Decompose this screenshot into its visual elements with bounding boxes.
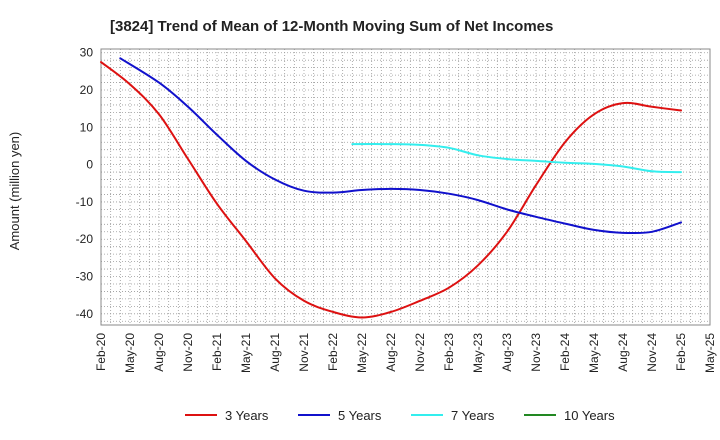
legend-label-7-years: 7 Years xyxy=(451,408,495,423)
x-tick-label: Aug-22 xyxy=(384,333,398,372)
x-tick-label: May-22 xyxy=(355,333,369,373)
x-tick-label: May-20 xyxy=(123,333,137,373)
y-tick-label: 0 xyxy=(86,158,93,172)
x-tick-labels: Feb-20 May-20 Aug-20 Nov-20 Feb-21 May-21 Aug-… xyxy=(94,333,717,373)
x-tick-label: Feb-20 xyxy=(94,333,108,371)
x-tick-label: Aug-24 xyxy=(616,333,630,372)
legend-label-10-years: 10 Years xyxy=(564,408,615,423)
series-layer xyxy=(100,57,682,319)
x-tick-label: Feb-24 xyxy=(558,333,572,371)
x-tick-label: May-23 xyxy=(471,333,485,373)
legend-label-3-years: 3 Years xyxy=(225,408,269,423)
x-tick-label: Nov-24 xyxy=(645,333,659,372)
x-tick-label: Aug-23 xyxy=(500,333,514,372)
y-tick-label: -30 xyxy=(76,270,94,284)
series-line-5-years xyxy=(119,57,682,235)
x-tick-label: Aug-20 xyxy=(152,333,166,372)
x-tick-label: Nov-23 xyxy=(529,333,543,372)
x-tick-label: Feb-25 xyxy=(674,333,688,371)
y-tick-label: 30 xyxy=(80,46,94,60)
x-tick-label: May-24 xyxy=(587,333,601,373)
x-tick-label: May-25 xyxy=(703,333,717,373)
y-tick-labels: 30 20 10 0 -10 -20 -30 -40 xyxy=(76,46,94,321)
grid-layer xyxy=(100,49,711,325)
x-tick-label: Feb-22 xyxy=(326,333,340,371)
plot-frame xyxy=(100,48,711,326)
y-axis-label: Amount (million yen) xyxy=(7,132,22,251)
x-tick-label: Nov-21 xyxy=(297,333,311,372)
y-tick-label: 20 xyxy=(80,83,94,97)
x-tick-label: Nov-22 xyxy=(413,333,427,372)
chart-title: [3824] Trend of Mean of 12-Month Moving … xyxy=(110,18,553,35)
series-line-7-years xyxy=(351,143,682,174)
x-tick-label: Nov-20 xyxy=(181,333,195,372)
x-tick-label: May-21 xyxy=(239,333,253,373)
y-tick-label: -10 xyxy=(76,195,94,209)
x-tick-label: Aug-21 xyxy=(268,333,282,372)
x-tick-label: Feb-23 xyxy=(442,333,456,371)
y-tick-label: 10 xyxy=(80,120,94,134)
y-tick-label: -20 xyxy=(76,232,94,246)
legend: 3 Years 5 Years 7 Years 10 Years xyxy=(185,408,615,423)
legend-label-5-years: 5 Years xyxy=(338,408,382,423)
y-tick-label: -40 xyxy=(76,307,94,321)
x-tick-label: Feb-21 xyxy=(210,333,224,371)
series-line-3-years xyxy=(100,61,682,319)
